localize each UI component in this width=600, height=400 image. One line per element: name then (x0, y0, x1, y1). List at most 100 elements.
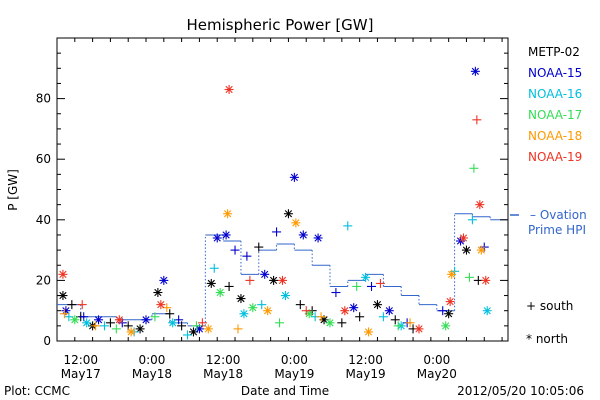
data-point-north (476, 245, 486, 255)
data-point-north (475, 200, 485, 210)
x-tick-time-label: 12:00 (348, 353, 383, 367)
footer-timestamp: 2012/05/20 10:05:06 (457, 384, 584, 398)
data-point-south (67, 300, 77, 310)
data-point-north (482, 306, 492, 316)
data-point-south (390, 315, 400, 325)
data-point-north (349, 303, 359, 313)
data-point-south (272, 227, 282, 237)
legend-entry: NOAA-16 (528, 87, 582, 101)
data-point-north (458, 233, 468, 243)
data-point-south (183, 330, 193, 340)
data-point-north (441, 321, 451, 331)
data-point-south (343, 221, 353, 231)
data-point-north (269, 275, 279, 285)
data-point-north (126, 327, 136, 337)
data-point-south (295, 300, 305, 310)
data-point-south (367, 281, 377, 291)
x-tick-date-label: May19 (274, 367, 314, 381)
data-point-south (275, 318, 285, 328)
ovation-label-line2: Prime HPI (528, 223, 586, 237)
data-point-south (352, 281, 362, 291)
data-point-south (150, 312, 160, 322)
data-point-south (331, 288, 341, 298)
data-point-south (464, 272, 474, 282)
data-point-north (224, 85, 234, 95)
x-tick-time-label: 0:00 (423, 353, 450, 367)
data-point-north (313, 233, 323, 243)
y-tick-label: 40 (36, 213, 51, 227)
data-point-north (481, 275, 491, 285)
ovation-label-line1: – Ovation (530, 208, 587, 222)
data-point-south (472, 115, 482, 125)
x-tick-date-label: May18 (203, 367, 243, 381)
data-point-south (230, 245, 240, 255)
x-tick-time-label: 12:00 (206, 353, 241, 367)
data-point-north (236, 294, 246, 304)
legend-entry: NOAA-18 (528, 129, 582, 143)
data-point-south (469, 163, 479, 173)
data-point-north (260, 269, 270, 279)
data-point-north (291, 218, 301, 228)
data-point-north (168, 318, 178, 328)
data-point-south (191, 321, 201, 331)
data-point-south (111, 324, 121, 334)
data-point-south (242, 251, 252, 261)
data-point-north (212, 233, 222, 243)
legend-entry: NOAA-17 (528, 108, 582, 122)
data-point-south (337, 318, 347, 328)
x-tick-date-label: May18 (132, 367, 172, 381)
data-point-north (153, 288, 163, 298)
data-point-north (203, 324, 213, 334)
data-point-north (206, 278, 216, 288)
data-point-south (355, 312, 365, 322)
data-point-south (378, 312, 388, 322)
data-point-north (447, 269, 457, 279)
data-point-north (94, 315, 104, 325)
data-point-north (223, 209, 233, 219)
data-point-north (159, 275, 169, 285)
x-tick-date-label: May17 (61, 367, 101, 381)
data-point-south (233, 324, 243, 334)
data-point-south (254, 242, 264, 252)
y-tick-label: 80 (36, 92, 51, 106)
data-point-south (105, 318, 115, 328)
x-tick-time-label: 12:00 (63, 353, 98, 367)
marker-key-south: + south (526, 299, 573, 313)
data-point-north (70, 315, 80, 325)
x-tick-date-label: May20 (417, 367, 457, 381)
data-point-north (325, 318, 335, 328)
data-point-north (263, 306, 273, 316)
x-tick-time-label: 0:00 (281, 353, 308, 367)
data-point-south (257, 300, 267, 310)
data-point-north (280, 291, 290, 301)
data-point-north (114, 315, 124, 325)
plot-area (56, 37, 509, 342)
y-tick-label: 0 (43, 334, 51, 348)
data-point-south (316, 312, 326, 322)
data-point-south (467, 215, 477, 225)
data-point-north (239, 309, 249, 319)
data-point-north (156, 300, 166, 310)
data-point-north (141, 315, 151, 325)
data-point-north (135, 324, 145, 334)
data-point-north (384, 306, 394, 316)
data-point-south (393, 321, 403, 331)
x-tick-date-label: May19 (346, 367, 386, 381)
data-point-north (340, 306, 350, 316)
data-point-south (224, 281, 234, 291)
legend-entry: NOAA-19 (528, 150, 582, 164)
data-point-north (361, 272, 371, 282)
x-axis-label: Date and Time (241, 384, 329, 398)
data-points (58, 66, 492, 340)
data-point-north (82, 318, 92, 328)
data-point-south (197, 318, 207, 328)
data-point-south (438, 306, 448, 316)
data-point-south (209, 263, 219, 273)
data-point-north (278, 275, 287, 285)
marker-key-north: * north (526, 332, 568, 346)
data-point-south (99, 321, 109, 331)
y-axis-label: P [GW] (6, 169, 20, 211)
data-point-south (177, 321, 187, 331)
data-point-north (372, 300, 382, 310)
data-point-south (77, 300, 87, 310)
